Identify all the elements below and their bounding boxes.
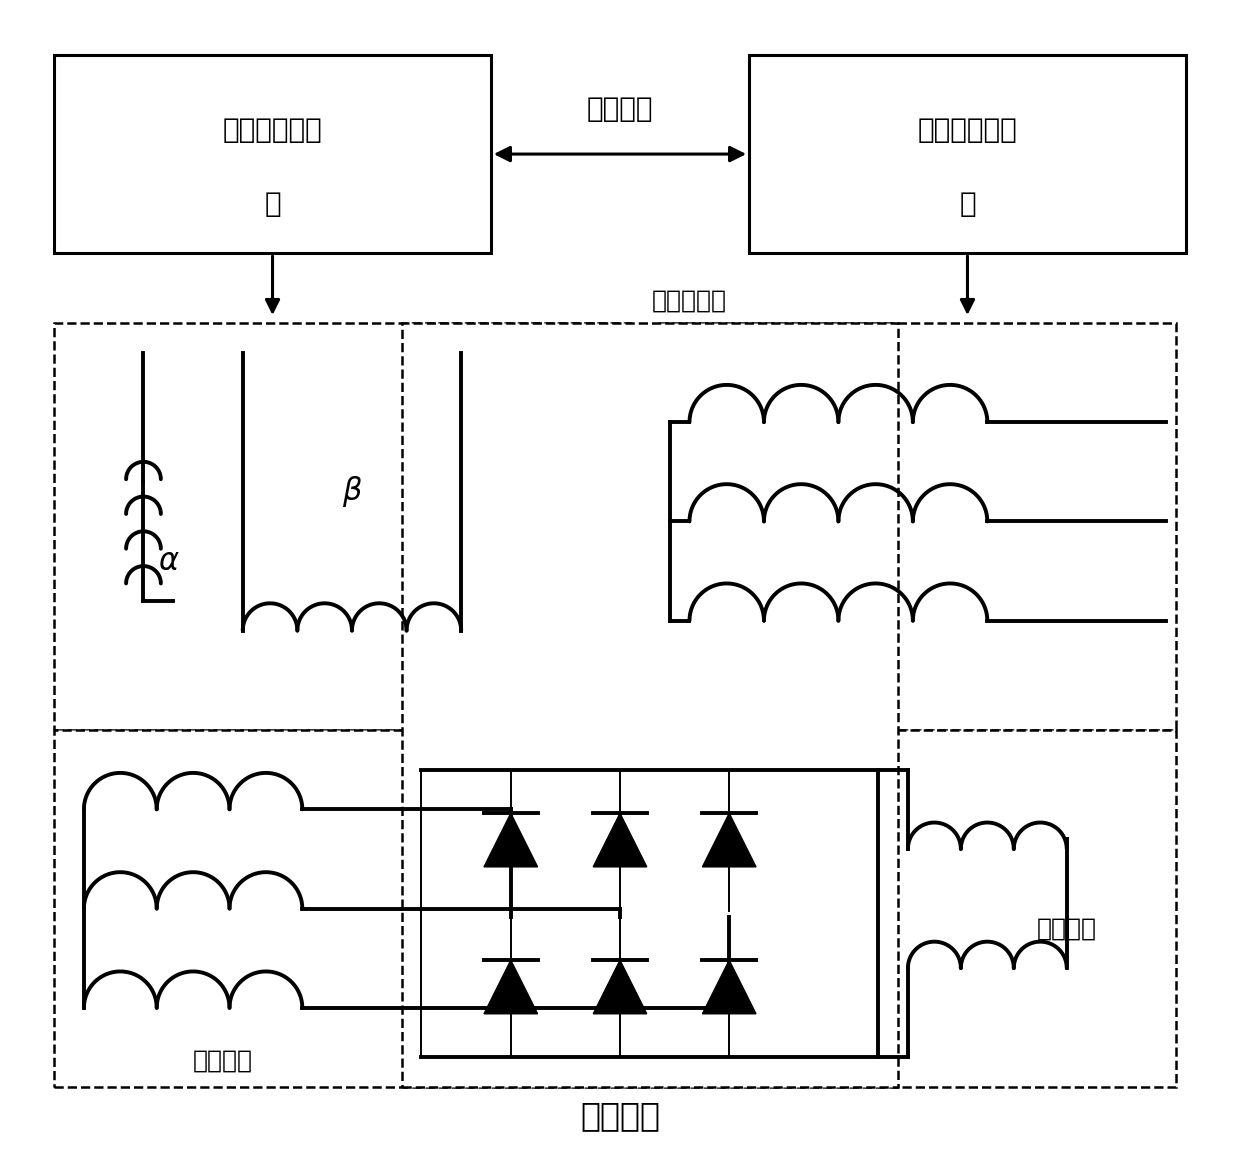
Text: 主发电机: 主发电机 [1037, 916, 1097, 940]
Text: 两相励磁控制: 两相励磁控制 [223, 116, 322, 144]
Text: 异步电机: 异步电机 [193, 1049, 253, 1073]
Bar [402, 322, 898, 1088]
Bar [660, 322, 1176, 730]
Text: 信号传输: 信号传输 [587, 96, 653, 123]
Bar [55, 322, 630, 730]
Polygon shape [484, 814, 538, 867]
Polygon shape [593, 814, 647, 867]
Text: 主发启动控制: 主发启动控制 [918, 116, 1017, 144]
Polygon shape [702, 814, 756, 867]
Text: 器: 器 [264, 190, 280, 218]
Text: $\alpha$: $\alpha$ [159, 547, 180, 576]
Polygon shape [484, 960, 538, 1014]
Polygon shape [593, 960, 647, 1014]
Bar [749, 55, 1185, 253]
Text: 旋转整流器: 旋转整流器 [652, 289, 727, 313]
Text: 旋转部分: 旋转部分 [580, 1099, 660, 1131]
Bar [55, 55, 491, 253]
Text: $\beta$: $\beta$ [342, 474, 362, 509]
Polygon shape [702, 960, 756, 1014]
Bar [55, 730, 1176, 1088]
Text: 器: 器 [960, 190, 976, 218]
